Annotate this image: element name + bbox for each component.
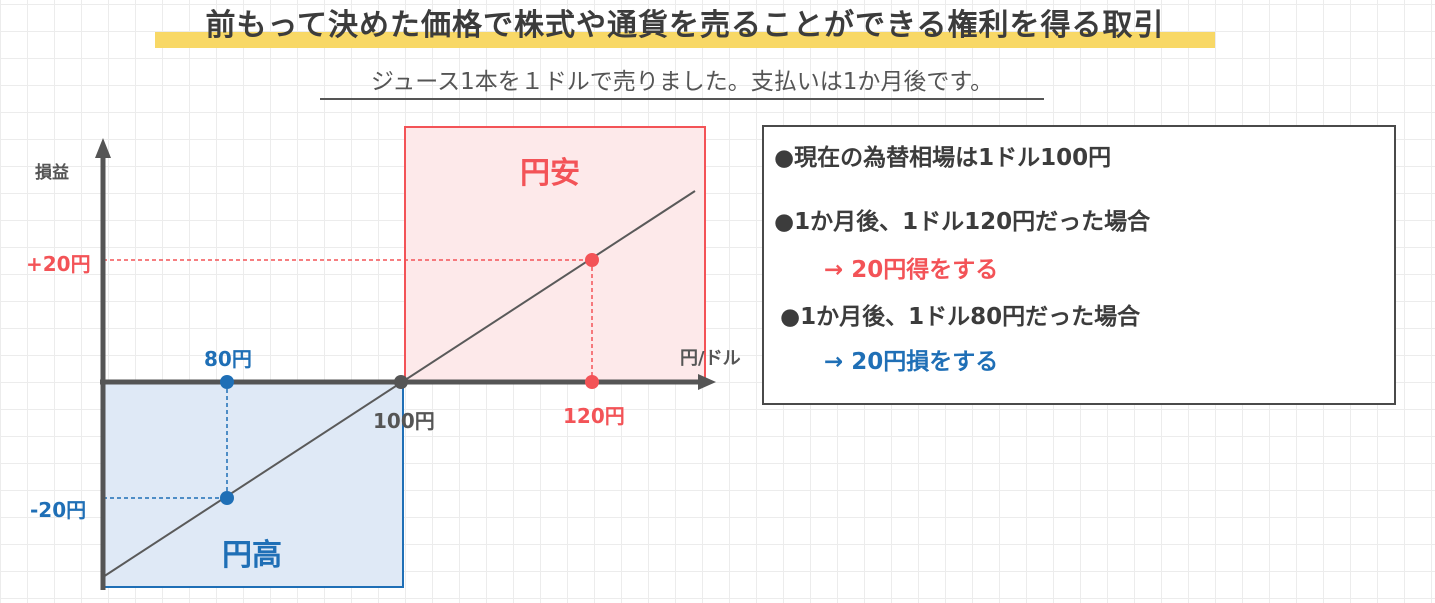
point-100: [394, 375, 408, 389]
y-axis-label: 損益: [35, 163, 69, 183]
y-axis-arrow: [95, 138, 111, 158]
subtitle: ジュース1本を１ドルで売りました。支払いは1か月後です。: [370, 69, 994, 95]
yen-strong-region: [102, 381, 404, 588]
plus20-label: +20円: [26, 252, 91, 276]
yen-weak-region: [404, 126, 706, 383]
x120-label: 120円: [563, 404, 625, 428]
info-line-120-case: ●1か月後、1ドル120円だった場合: [774, 209, 1151, 235]
info-line-loss: → 20円損をする: [824, 349, 999, 375]
title-text: 前もって決めた価格で株式や通貨を売ることができる権利を得る取引: [205, 8, 1165, 43]
point-80: [220, 375, 234, 389]
info-line-80-case: ●1か月後、1ドル80円だった場合: [780, 304, 1141, 330]
strike-label: 100円: [373, 409, 435, 433]
page-title: 前もって決めた価格で株式や通貨を売ることができる権利を得る取引: [155, 6, 1215, 48]
point-80-minus20: [220, 491, 234, 505]
x-axis-label: 円/ドル: [680, 348, 741, 369]
info-line-gain: → 20円得をする: [824, 257, 999, 283]
point-120-plus20: [585, 253, 599, 267]
yen-strong-label: 円高: [222, 538, 282, 573]
subtitle-underline: [320, 98, 1044, 100]
minus20-label: -20円: [30, 498, 87, 522]
point-120: [585, 375, 599, 389]
title-highlight: [155, 32, 1215, 48]
info-box: ●現在の為替相場は1ドル100円 ●1か月後、1ドル120円だった場合 → 20…: [762, 125, 1396, 405]
x-axis-arrow: [698, 374, 716, 390]
info-line-current-rate: ●現在の為替相場は1ドル100円: [774, 145, 1112, 171]
yen-weak-label: 円安: [520, 156, 580, 191]
x80-label: 80円: [204, 347, 252, 371]
